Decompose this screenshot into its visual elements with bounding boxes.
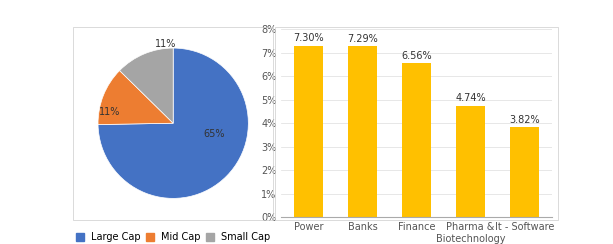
- Wedge shape: [98, 71, 173, 125]
- Legend: Large Cap, Mid Cap, Small Cap: Large Cap, Mid Cap, Small Cap: [72, 228, 275, 244]
- Wedge shape: [120, 48, 173, 123]
- Bar: [348, 46, 378, 217]
- Wedge shape: [98, 48, 248, 198]
- Text: 7.29%: 7.29%: [347, 34, 378, 44]
- Bar: [402, 63, 432, 217]
- Text: 7.30%: 7.30%: [293, 33, 324, 43]
- Text: 4.74%: 4.74%: [455, 93, 486, 103]
- Bar: [455, 106, 485, 217]
- Text: 11%: 11%: [99, 107, 120, 117]
- Text: 3.82%: 3.82%: [509, 115, 540, 125]
- Bar: [509, 127, 539, 217]
- Text: 65%: 65%: [204, 130, 225, 140]
- Bar: [294, 46, 323, 217]
- Text: 11%: 11%: [155, 39, 177, 49]
- Text: 6.56%: 6.56%: [401, 51, 432, 61]
